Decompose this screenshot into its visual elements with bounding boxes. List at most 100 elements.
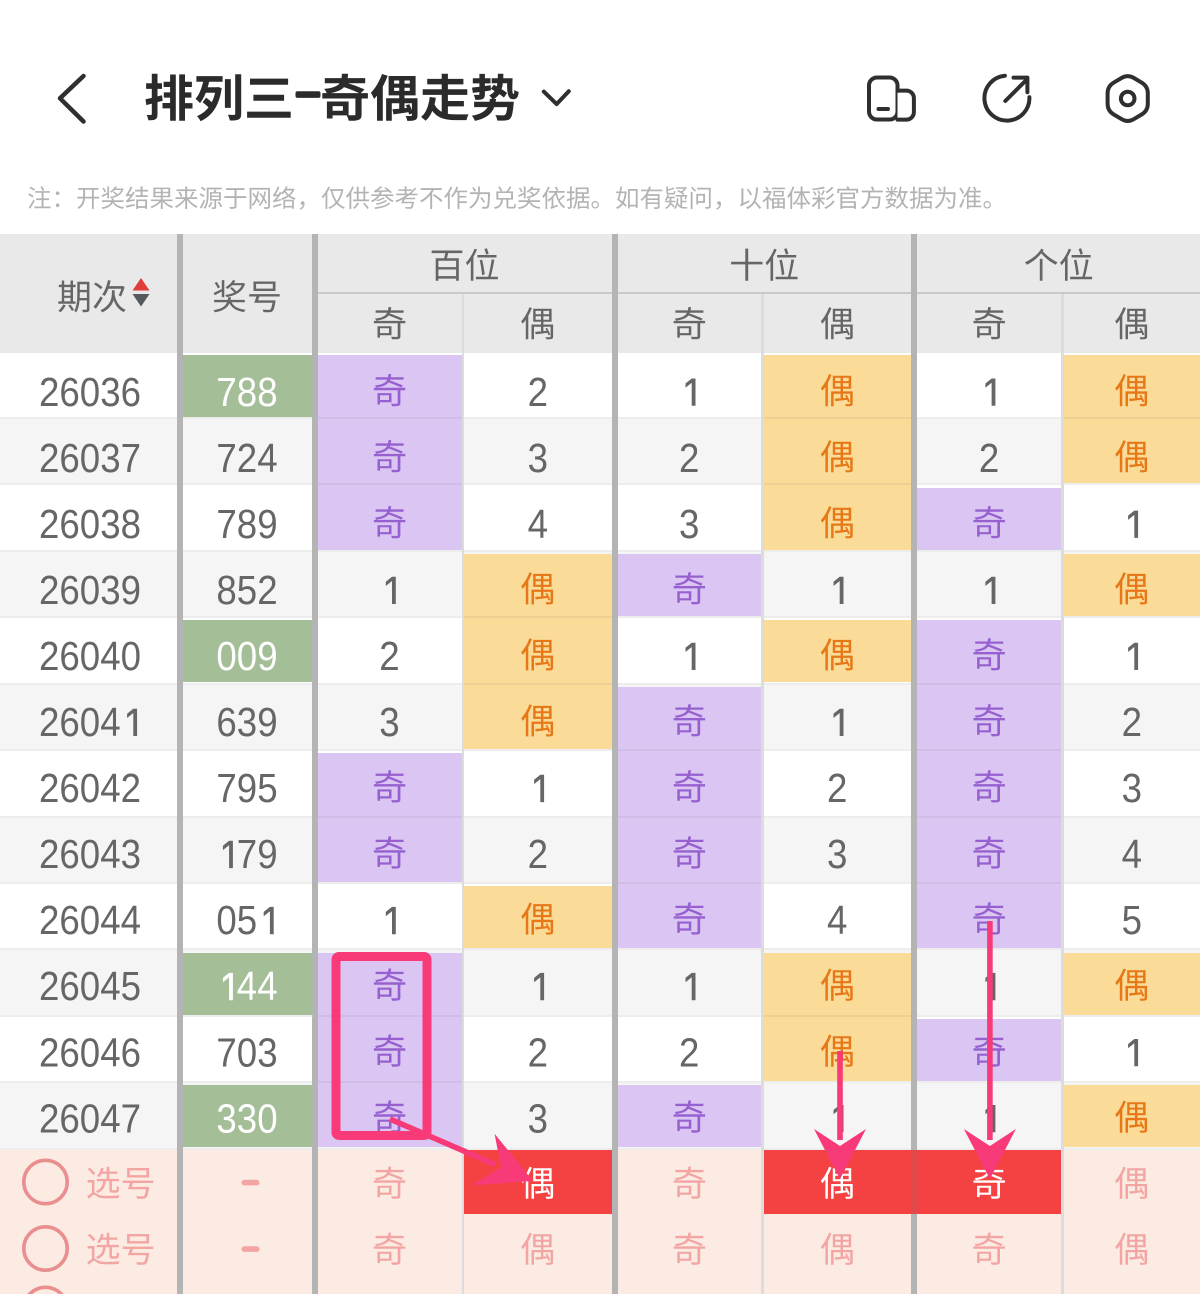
svg-text:4: 4: [100, 633, 120, 679]
svg-text:3: 3: [257, 1029, 277, 1075]
svg-text:6: 6: [59, 1095, 79, 1141]
svg-text:6: 6: [59, 831, 79, 877]
svg-text:0: 0: [80, 501, 100, 547]
svg-text:7: 7: [216, 501, 236, 547]
svg-text:8: 8: [216, 567, 236, 613]
svg-text:0: 0: [237, 633, 257, 679]
svg-text:2: 2: [39, 501, 59, 547]
svg-text:0: 0: [80, 1029, 100, 1075]
svg-text:0: 0: [80, 831, 100, 877]
svg-text:9: 9: [237, 765, 257, 811]
svg-text:7: 7: [121, 435, 141, 481]
svg-text:6: 6: [59, 1029, 79, 1075]
svg-text:0: 0: [121, 633, 141, 679]
svg-text:2: 2: [39, 435, 59, 481]
svg-text:6: 6: [59, 633, 79, 679]
svg-text:4: 4: [100, 963, 120, 1009]
svg-text:0: 0: [80, 765, 100, 811]
svg-text:0: 0: [257, 1095, 277, 1141]
svg-text:6: 6: [59, 963, 79, 1009]
svg-text:2: 2: [39, 633, 59, 679]
svg-text:8: 8: [121, 501, 141, 547]
svg-text:4: 4: [100, 1029, 120, 1075]
svg-text:0: 0: [216, 633, 236, 679]
svg-text:6: 6: [59, 567, 79, 613]
svg-text:3: 3: [121, 831, 141, 877]
svg-text:7: 7: [216, 1029, 236, 1075]
svg-text:7: 7: [237, 831, 257, 877]
svg-text:2: 2: [39, 1095, 59, 1141]
svg-text:6: 6: [59, 435, 79, 481]
svg-text:8: 8: [237, 369, 257, 415]
svg-text:2: 2: [257, 567, 277, 613]
svg-text:4: 4: [121, 897, 141, 943]
svg-text:2: 2: [39, 831, 59, 877]
svg-text:2: 2: [39, 963, 59, 1009]
svg-text:6: 6: [59, 897, 79, 943]
svg-text:2: 2: [679, 435, 699, 481]
svg-text:4: 4: [100, 699, 120, 745]
svg-text:8: 8: [237, 501, 257, 547]
svg-text:5: 5: [1122, 897, 1142, 943]
svg-text:2: 2: [379, 633, 399, 679]
svg-text:8: 8: [257, 369, 277, 415]
svg-text:4: 4: [100, 765, 120, 811]
svg-text:4: 4: [257, 435, 277, 481]
svg-text:2: 2: [528, 831, 548, 877]
svg-text:7: 7: [216, 369, 236, 415]
svg-text:3: 3: [679, 501, 699, 547]
svg-text:7: 7: [121, 1095, 141, 1141]
svg-text:7: 7: [216, 765, 236, 811]
svg-text:2: 2: [1122, 699, 1142, 745]
svg-text:0: 0: [80, 369, 100, 415]
svg-text:6: 6: [59, 699, 79, 745]
svg-text:2: 2: [39, 699, 59, 745]
svg-text:4: 4: [528, 501, 548, 547]
svg-text:3: 3: [100, 369, 120, 415]
svg-text:3: 3: [827, 831, 847, 877]
svg-text:4: 4: [257, 963, 277, 1009]
svg-text:4: 4: [827, 897, 847, 943]
svg-text:6: 6: [59, 765, 79, 811]
svg-text:0: 0: [80, 435, 100, 481]
svg-text:3: 3: [1122, 765, 1142, 811]
svg-text:2: 2: [237, 435, 257, 481]
svg-text:6: 6: [59, 501, 79, 547]
svg-text:9: 9: [121, 567, 141, 613]
svg-text:2: 2: [528, 369, 548, 415]
svg-text:2: 2: [39, 567, 59, 613]
svg-text:0: 0: [216, 897, 236, 943]
svg-text:4: 4: [1122, 831, 1142, 877]
svg-text:4: 4: [100, 831, 120, 877]
svg-text:6: 6: [121, 1029, 141, 1075]
svg-text:9: 9: [257, 633, 277, 679]
svg-text:9: 9: [257, 501, 277, 547]
svg-text:3: 3: [528, 1095, 548, 1141]
svg-text:0: 0: [80, 963, 100, 1009]
svg-text:3: 3: [237, 699, 257, 745]
svg-text:6: 6: [216, 699, 236, 745]
svg-text:3: 3: [379, 699, 399, 745]
svg-text:7: 7: [216, 435, 236, 481]
svg-text:0: 0: [80, 1095, 100, 1141]
svg-text:6: 6: [59, 369, 79, 415]
svg-text:2: 2: [39, 765, 59, 811]
svg-text:3: 3: [237, 1095, 257, 1141]
svg-text:3: 3: [100, 567, 120, 613]
svg-text:0: 0: [80, 633, 100, 679]
svg-text:9: 9: [257, 831, 277, 877]
svg-text:5: 5: [257, 765, 277, 811]
svg-text:0: 0: [237, 1029, 257, 1075]
svg-text:2: 2: [827, 765, 847, 811]
svg-text:4: 4: [100, 897, 120, 943]
svg-text:4: 4: [237, 963, 257, 1009]
svg-text:3: 3: [216, 1095, 236, 1141]
svg-text:0: 0: [80, 699, 100, 745]
svg-text:3: 3: [100, 501, 120, 547]
svg-text:4: 4: [100, 1095, 120, 1141]
svg-text:0: 0: [80, 897, 100, 943]
svg-text:2: 2: [39, 1029, 59, 1075]
svg-text:2: 2: [39, 369, 59, 415]
svg-text:2: 2: [39, 897, 59, 943]
svg-text:6: 6: [121, 369, 141, 415]
